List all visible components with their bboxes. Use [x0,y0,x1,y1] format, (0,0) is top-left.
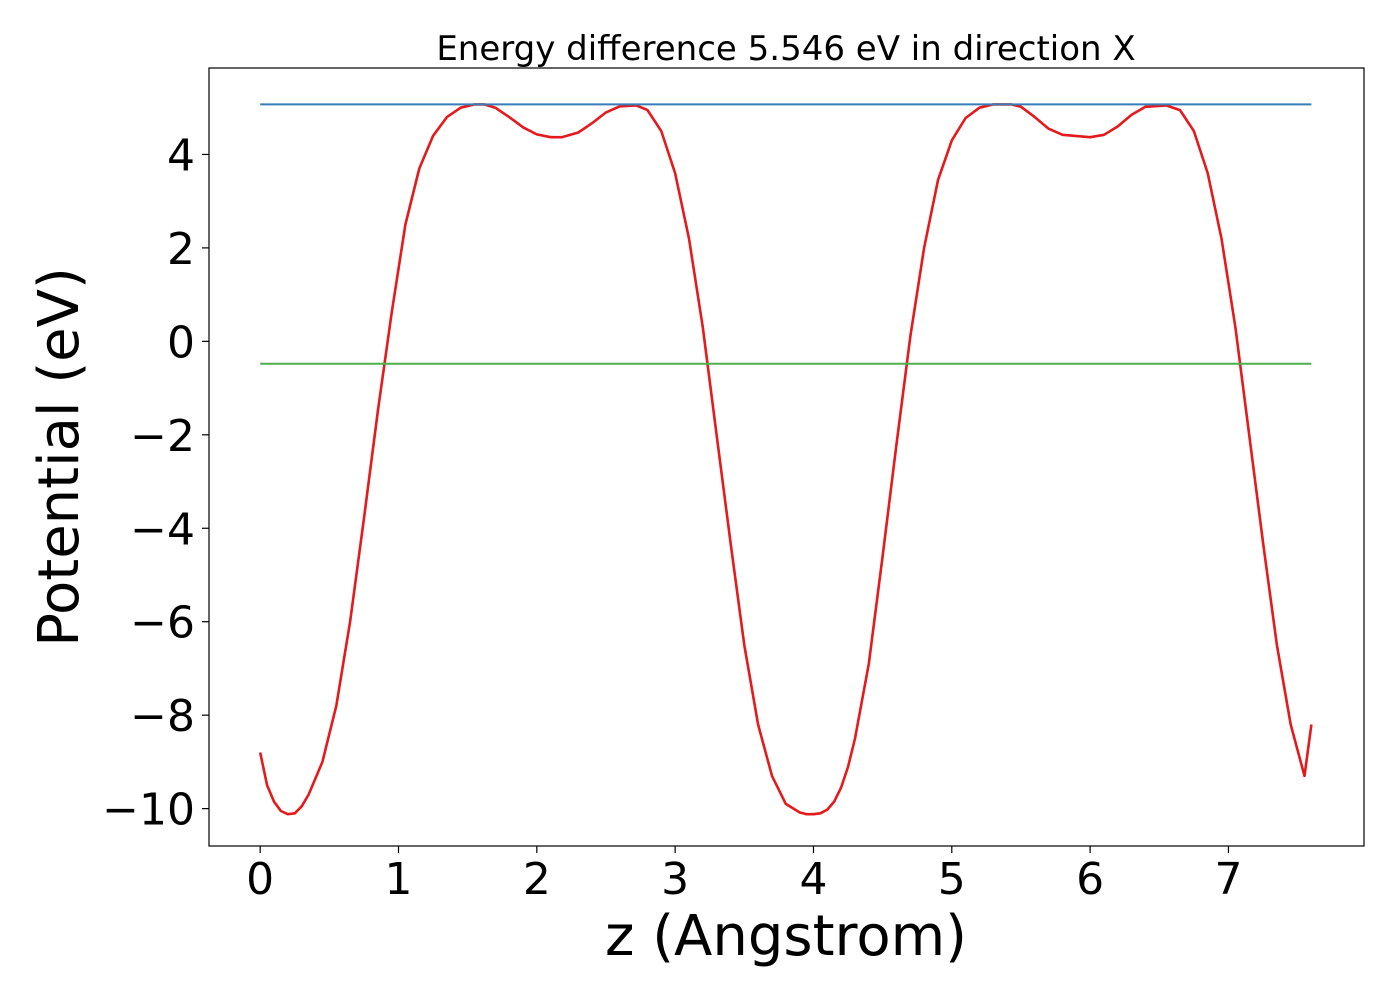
x-axis-ticks: 0 1 2 3 4 5 6 7 [246,846,1242,905]
x-axis-label: z (Angstrom) [605,904,967,969]
y-tick-label: −10 [102,785,195,836]
series-layer [258,103,1313,816]
y-tick-label: −4 [130,504,195,555]
y-axis-label: Potential (eV) [27,267,92,647]
x-tick-label: 3 [661,854,689,905]
y-tick-label: −8 [130,691,195,742]
x-tick-label: 5 [938,854,966,905]
y-axis-ticks: −10 −8 −6 −4 −2 0 2 4 [102,130,209,836]
y-tick-label: 2 [167,224,195,275]
x-tick-label: 0 [246,854,274,905]
y-tick-label: −6 [130,598,195,649]
x-tick-label: 2 [523,854,551,905]
x-tick-label: 7 [1214,854,1242,905]
potential-curve [258,103,1313,816]
x-tick-label: 6 [1076,854,1104,905]
x-tick-label: 4 [799,854,827,905]
chart-title: Energy difference 5.546 eV in direction … [436,29,1135,69]
y-tick-label: 4 [167,130,195,181]
plot-frame [208,67,1365,847]
y-tick-label: −2 [130,411,195,462]
y-tick-label: 0 [167,317,195,368]
x-tick-label: 1 [385,854,413,905]
